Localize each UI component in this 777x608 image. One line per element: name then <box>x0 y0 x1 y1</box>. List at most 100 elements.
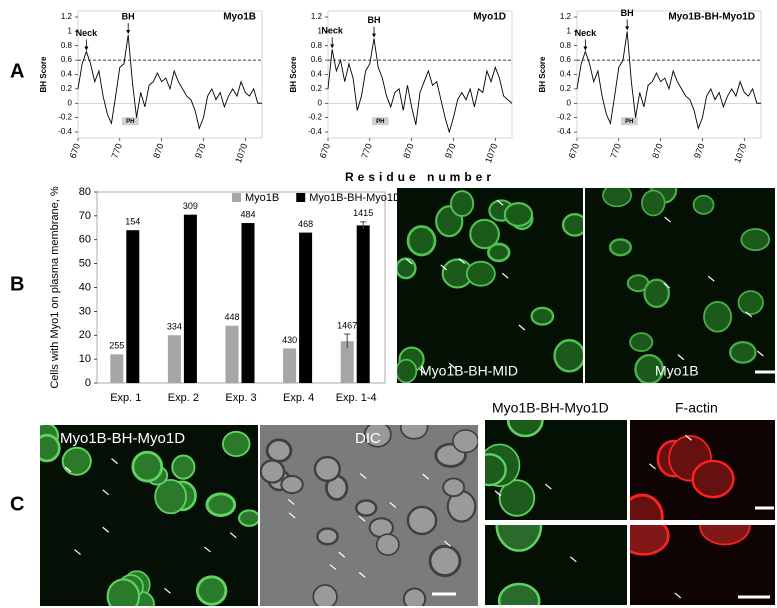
annotation: BH <box>621 8 634 18</box>
arrow <box>338 551 346 558</box>
arrow-head <box>583 46 588 51</box>
domain-box <box>121 117 139 126</box>
micrograph <box>630 420 775 520</box>
arrow <box>569 556 577 563</box>
image-label: Myo1B <box>655 363 699 379</box>
count-label: 448 <box>224 312 239 322</box>
bar <box>241 223 255 383</box>
arrow <box>677 354 685 361</box>
y-tick-label: 0.6 <box>61 55 73 64</box>
cell <box>171 454 196 480</box>
bar <box>167 335 181 383</box>
arrow <box>422 473 430 480</box>
domain-label: PH <box>126 119 134 125</box>
arrow <box>707 275 715 282</box>
arrow <box>501 272 509 279</box>
cell <box>630 493 664 520</box>
y-tick-label: 40 <box>79 281 91 293</box>
y-tick-label: 1.2 <box>61 12 73 21</box>
y-tick-label: 1 <box>318 26 323 35</box>
cell <box>692 194 715 215</box>
x-tick-label: 770 <box>359 142 374 160</box>
arrow <box>288 512 296 519</box>
cell <box>316 527 339 546</box>
panel-label: C <box>10 493 24 515</box>
arrow <box>287 498 295 505</box>
x-tick-label: Exp. 1-4 <box>336 392 377 404</box>
arrow <box>685 434 692 441</box>
y-axis-label: BH Score <box>289 56 298 93</box>
cell <box>699 525 751 546</box>
micrograph <box>485 525 627 605</box>
domain-box <box>620 117 638 126</box>
y-tick-label: 20 <box>79 329 91 341</box>
bar <box>126 230 140 383</box>
y-tick-label: 1 <box>567 26 572 35</box>
x-tick-label: Exp. 1 <box>110 392 141 404</box>
arrow <box>358 571 366 578</box>
cell <box>363 425 392 448</box>
cell <box>487 242 511 263</box>
cell <box>641 189 666 217</box>
cell <box>452 429 478 454</box>
cell <box>397 358 418 383</box>
cell <box>530 306 555 326</box>
cells <box>397 190 583 383</box>
arrow <box>757 350 764 357</box>
y-tick-label: 0.8 <box>311 41 323 50</box>
cell <box>354 499 378 517</box>
y-tick-label: -0.4 <box>557 127 571 136</box>
arrow <box>448 362 456 369</box>
cell <box>154 478 187 515</box>
image-label: Myo1B-BH-MID <box>420 363 518 379</box>
panel-label: B <box>10 273 24 295</box>
cell <box>553 339 583 373</box>
y-axis-label: BH Score <box>39 56 48 93</box>
count-label: 1415 <box>353 208 373 218</box>
arrow <box>204 546 211 553</box>
micrograph <box>260 425 478 606</box>
arrow <box>664 216 672 223</box>
arrow <box>102 526 110 533</box>
count-label: 430 <box>282 335 297 345</box>
cell <box>222 430 251 458</box>
cell <box>465 260 496 287</box>
arrow <box>745 311 753 318</box>
cells <box>602 188 771 383</box>
arrow <box>544 483 552 490</box>
cell <box>643 278 671 308</box>
arrow <box>164 587 171 594</box>
cell <box>402 587 427 606</box>
y-tick-label: 0.2 <box>311 84 323 93</box>
cell <box>442 477 466 498</box>
arrow <box>102 489 110 496</box>
cell <box>399 425 429 440</box>
cell <box>503 202 534 227</box>
x-tick-label: Exp. 4 <box>283 392 314 404</box>
arrow <box>443 540 451 547</box>
image-label: Myo1B-BH-Myo1D <box>60 430 185 447</box>
cell <box>40 433 61 463</box>
domain-box <box>371 117 389 126</box>
micrograph <box>585 188 775 383</box>
domain-label: PH <box>625 119 633 125</box>
y-tick-label: 1 <box>68 26 73 35</box>
x-tick-label: 870 <box>401 142 416 160</box>
cell <box>737 290 764 315</box>
x-tick-label: Exp. 2 <box>168 392 199 404</box>
arrow <box>674 592 682 599</box>
y-tick-label: 10 <box>79 353 91 365</box>
y-tick-label: 50 <box>79 258 91 270</box>
arrow <box>64 466 72 473</box>
count-label: 1467 <box>337 320 357 330</box>
cell <box>608 238 632 257</box>
arrow <box>419 368 427 375</box>
annotation: Neck <box>76 28 99 38</box>
arrow <box>458 258 466 265</box>
cell <box>602 188 632 208</box>
annotation: Neck <box>575 28 598 38</box>
y-tick-label: 0.6 <box>311 55 323 64</box>
count-label: 255 <box>109 341 124 351</box>
bar <box>356 225 370 383</box>
cell <box>469 218 500 250</box>
